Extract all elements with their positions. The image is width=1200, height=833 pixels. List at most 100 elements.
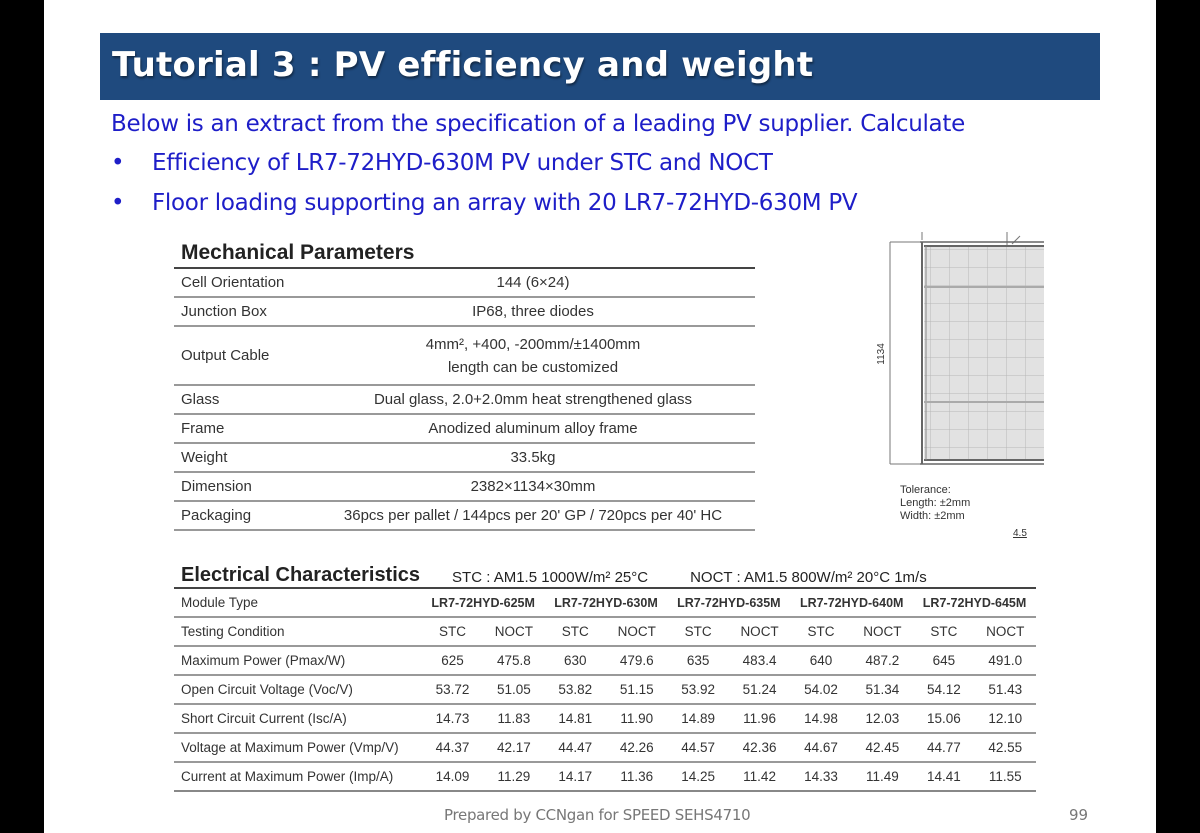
row-label: Packaging xyxy=(181,507,252,524)
table-row: Short Circuit Current (Isc/A) 14.73 11.8… xyxy=(174,705,1036,734)
value-cell: 483.4 xyxy=(742,653,777,668)
bullet-icon: • xyxy=(111,190,125,216)
value-cell: 11.55 xyxy=(988,769,1022,784)
row-value-line2: length can be customized xyxy=(447,358,619,376)
value-cell: 11.83 xyxy=(497,711,531,726)
intro-text: Below is an extract from the specificati… xyxy=(111,111,965,137)
condition-cell: NOCT xyxy=(494,624,533,639)
value-cell: 42.55 xyxy=(988,740,1023,755)
row-value: Anodized aluminum alloy frame xyxy=(428,420,638,437)
electrical-characteristics-table: Electrical Characteristics STC : AM1.5 1… xyxy=(174,562,1036,792)
value-cell: 42.26 xyxy=(619,740,654,755)
value-cell: 42.17 xyxy=(496,740,531,755)
row-label: Short Circuit Current (Isc/A) xyxy=(181,711,347,726)
tolerance-width: Width: ±2mm xyxy=(900,510,965,522)
value-cell: 479.6 xyxy=(619,653,654,668)
value-cell: 51.05 xyxy=(496,682,531,697)
value-cell: 53.82 xyxy=(558,682,593,697)
table-row: Dimension 2382×1134×30mm xyxy=(174,473,755,502)
footer-text: Prepared by CCNgan for SPEED SEHS4710 xyxy=(444,806,751,824)
condition-cell: NOCT xyxy=(986,624,1025,639)
condition-cell: STC xyxy=(561,624,589,639)
bullet-text: Efficiency of LR7-72HYD-630M PV under ST… xyxy=(152,150,773,176)
dimension-label: 1134 xyxy=(876,343,887,365)
slide: Tutorial 3 : PV efficiency and weight Be… xyxy=(44,0,1156,833)
detail-label: 4.5 xyxy=(1013,528,1027,539)
value-cell: 12.10 xyxy=(988,711,1023,726)
panel-drawing: 1134 xyxy=(876,232,1044,465)
condition-cell: NOCT xyxy=(863,624,902,639)
table-row: Output Cable 4mm², +400, -200mm/±1400mm … xyxy=(174,327,755,386)
row-value: 4mm², +400, -200mm/±1400mm length can be… xyxy=(311,333,755,379)
value-cell: 645 xyxy=(932,653,956,668)
tolerance-length: Length: ±2mm xyxy=(900,497,971,509)
electrical-header: Electrical Characteristics STC : AM1.5 1… xyxy=(174,562,1036,589)
value-cell: 44.67 xyxy=(804,740,838,755)
condition-cell: STC xyxy=(684,624,712,639)
value-cell: 14.73 xyxy=(435,711,470,726)
row-label: Output Cable xyxy=(181,347,270,364)
testing-condition-row: Testing Condition STC NOCT STC NOCT STC … xyxy=(174,618,1036,647)
value-cell: 12.03 xyxy=(865,711,900,726)
value-cell: 11.49 xyxy=(866,769,899,784)
row-value-line1: 4mm², +400, -200mm/±1400mm xyxy=(425,335,641,353)
module-type-row: Module Type LR7-72HYD-625M LR7-72HYD-630… xyxy=(174,589,1036,618)
row-value: 2382×1134×30mm xyxy=(470,478,596,495)
mechanical-title: Mechanical Parameters xyxy=(174,238,755,269)
value-cell: 14.41 xyxy=(926,769,961,784)
tolerance-note: Tolerance: Length: ±2mm Width: ±2mm xyxy=(900,484,970,523)
condition-cell: STC xyxy=(930,624,958,639)
value-cell: 14.81 xyxy=(558,711,593,726)
title-bar: Tutorial 3 : PV efficiency and weight xyxy=(100,33,1100,100)
row-label: Current at Maximum Power (Imp/A) xyxy=(181,769,394,784)
table-row: Junction Box IP68, three diodes xyxy=(174,298,755,327)
row-label: Cell Orientation xyxy=(181,274,285,291)
value-cell: 54.02 xyxy=(804,682,838,697)
value-cell: 630 xyxy=(564,653,587,668)
bullet-text: Floor loading supporting an array with 2… xyxy=(152,190,858,216)
row-label: Dimension xyxy=(181,478,252,495)
table-row: Glass Dual glass, 2.0+2.0mm heat strengt… xyxy=(174,386,755,415)
value-cell: 44.57 xyxy=(681,740,716,755)
noct-condition: NOCT : AM1.5 800W/m² 20°C 1m/s xyxy=(690,569,927,586)
row-label: Testing Condition xyxy=(181,624,285,639)
value-cell: 44.77 xyxy=(926,740,961,755)
module-name: LR7-72HYD-635M xyxy=(677,595,781,610)
row-label: Voltage at Maximum Power (Vmp/V) xyxy=(181,740,399,755)
value-cell: 14.98 xyxy=(804,711,838,726)
value-cell: 14.89 xyxy=(681,711,716,726)
row-value: Dual glass, 2.0+2.0mm heat strengthened … xyxy=(373,391,693,408)
row-label: Weight xyxy=(181,449,228,466)
electrical-title: Electrical Characteristics xyxy=(181,564,421,586)
row-value: IP68, three diodes xyxy=(472,303,594,320)
mechanical-parameters-table: Mechanical Parameters Cell Orientation 1… xyxy=(174,238,755,531)
module-name: LR7-72HYD-640M xyxy=(799,595,904,610)
condition-cell: STC xyxy=(807,624,835,639)
value-cell: 15.06 xyxy=(926,711,961,726)
value-cell: 51.24 xyxy=(742,682,777,697)
table-row: Frame Anodized aluminum alloy frame xyxy=(174,415,755,444)
value-cell: 625 xyxy=(441,653,464,668)
table-row: Cell Orientation 144 (6×24) xyxy=(174,269,755,298)
table-row: Maximum Power (Pmax/W) 625 475.8 630 479… xyxy=(174,647,1036,676)
value-cell: 53.72 xyxy=(435,682,470,697)
row-value: 36pcs per pallet / 144pcs per 20' GP / 7… xyxy=(343,507,723,524)
value-cell: 53.92 xyxy=(681,682,716,697)
value-cell: 635 xyxy=(686,653,710,668)
value-cell: 51.15 xyxy=(619,682,654,697)
value-cell: 475.8 xyxy=(496,653,531,668)
value-cell: 11.96 xyxy=(743,711,776,726)
table-row: Open Circuit Voltage (Voc/V) 53.72 51.05… xyxy=(174,676,1036,705)
value-cell: 14.33 xyxy=(804,769,838,784)
value-cell: 51.43 xyxy=(988,682,1023,697)
condition-cell: STC xyxy=(438,624,466,639)
value-cell: 42.45 xyxy=(865,740,900,755)
table-row: Weight 33.5kg xyxy=(174,444,755,473)
value-cell: 11.42 xyxy=(743,769,776,784)
value-cell: 640 xyxy=(809,653,833,668)
row-value: 144 (6×24) xyxy=(496,274,570,291)
module-name: LR7-72HYD-645M xyxy=(922,595,1027,610)
table-row: Current at Maximum Power (Imp/A) 14.09 1… xyxy=(174,763,1036,792)
condition-cell: NOCT xyxy=(617,624,656,639)
value-cell: 487.2 xyxy=(865,653,900,668)
